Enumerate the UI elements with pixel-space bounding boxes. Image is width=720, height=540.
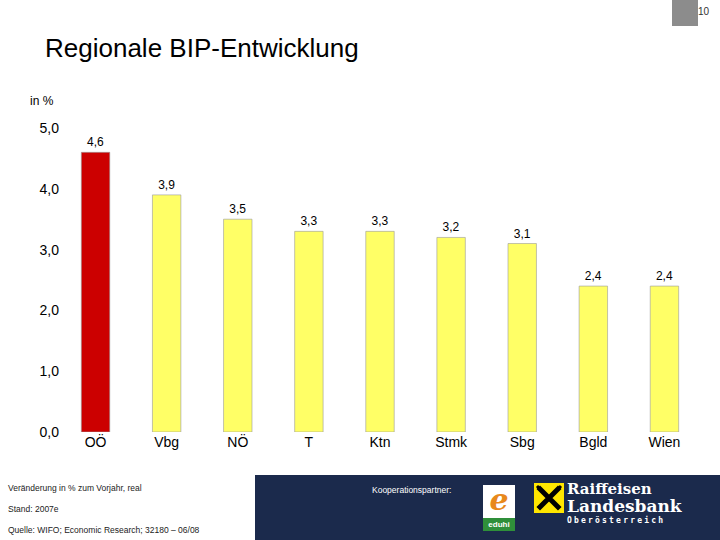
svg-text:Regionale BIP-Entwicklung: Regionale BIP-Entwicklung <box>45 33 359 63</box>
svg-text:4,6: 4,6 <box>87 135 104 149</box>
html-text:Oberösterreich: Oberösterreich <box>567 516 666 525</box>
svg-text:2,4: 2,4 <box>585 269 602 283</box>
svg-text:NÖ: NÖ <box>227 433 248 450</box>
svg-text:4,0: 4,0 <box>40 181 60 197</box>
html-text:Landesbank: Landesbank <box>567 496 682 516</box>
svg-text:T: T <box>305 434 314 450</box>
svg-text:3,9: 3,9 <box>158 178 175 192</box>
svg-text:Sbg: Sbg <box>510 434 535 450</box>
svg-text:2,0: 2,0 <box>40 302 60 318</box>
svg-text:in %: in % <box>30 94 54 108</box>
svg-text:0,0: 0,0 <box>40 424 60 440</box>
svg-text:Vbg: Vbg <box>154 434 179 450</box>
svg-text:3,3: 3,3 <box>371 214 388 228</box>
svg-text:Ktn: Ktn <box>369 434 390 450</box>
svg-text:Wien: Wien <box>648 434 680 450</box>
svg-text:Stmk: Stmk <box>435 434 468 450</box>
html-text:Quelle: WIFO; Economic Researc: Quelle: WIFO; Economic Research; 32180 –… <box>8 525 200 535</box>
svg-text:3,5: 3,5 <box>229 202 246 216</box>
html-text:Kooperationspartner:: Kooperationspartner: <box>372 485 452 495</box>
svg-text:Bgld: Bgld <box>579 434 607 450</box>
html-text:eduhi: eduhi <box>488 520 510 529</box>
html-text:Raiffeisen: Raiffeisen <box>567 480 652 498</box>
svg-text:OÖ: OÖ <box>85 433 107 450</box>
svg-text:2,4: 2,4 <box>656 269 673 283</box>
svg-text:3,2: 3,2 <box>443 220 460 234</box>
svg-text:3,0: 3,0 <box>40 242 60 258</box>
svg-text:5,0: 5,0 <box>40 120 60 136</box>
html-text:e: e <box>489 482 509 517</box>
svg-text:3,1: 3,1 <box>514 227 531 241</box>
html-text:10: 10 <box>698 6 710 17</box>
html-text:Veränderung in % zum Vorjahr,: Veränderung in % zum Vorjahr, real <box>8 483 142 493</box>
svg-text:1,0: 1,0 <box>40 363 60 379</box>
svg-text:3,3: 3,3 <box>300 214 317 228</box>
html-text:Stand: 2007e: Stand: 2007e <box>8 504 59 514</box>
